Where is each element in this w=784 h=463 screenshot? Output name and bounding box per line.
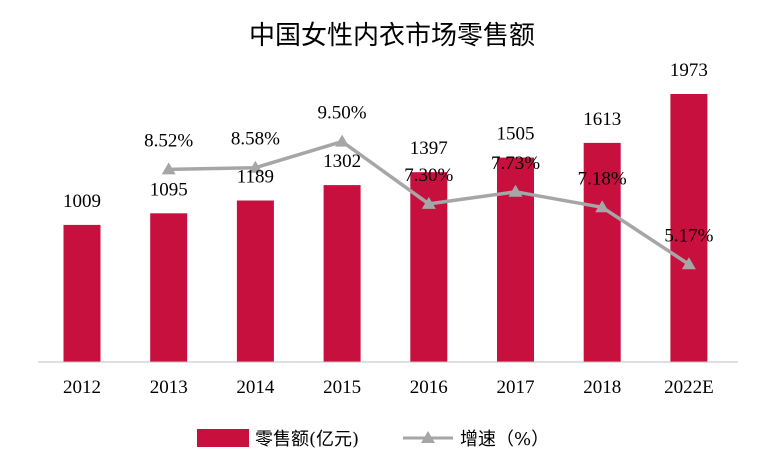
legend-swatch-bar bbox=[197, 429, 249, 447]
legend-label-bar: 零售额(亿元) bbox=[255, 429, 359, 450]
line-value-label: 7.18% bbox=[578, 168, 627, 189]
bar-data-labels: 1009 1095 1189 1302 1397 1505 1613 1973 bbox=[63, 60, 708, 212]
legend-label-line: 增速（%） bbox=[460, 429, 549, 450]
line-series bbox=[161, 134, 696, 270]
x-tick-label: 2022E bbox=[664, 377, 714, 398]
x-tick-label: 2017 bbox=[497, 377, 535, 398]
line-data-labels: 8.52% 8.58% 9.50% 7.30% 7.73% 7.18% 5.17% bbox=[144, 103, 713, 247]
x-tick-label: 2016 bbox=[410, 377, 448, 398]
bar-value-label: 1397 bbox=[410, 138, 448, 159]
line-point-marker bbox=[681, 257, 696, 270]
line-point-marker bbox=[508, 184, 523, 197]
line-value-label: 7.30% bbox=[404, 165, 453, 186]
line-point-marker bbox=[421, 196, 436, 209]
x-tick-label: 2014 bbox=[236, 377, 275, 398]
line-point-marker bbox=[335, 134, 350, 147]
bar-value-label: 1009 bbox=[63, 191, 101, 212]
line-value-label: 8.52% bbox=[144, 130, 193, 151]
bar bbox=[150, 213, 188, 362]
x-tick-labels: 2012 2013 2014 2015 2016 2017 2018 2022E bbox=[63, 377, 714, 398]
legend-marker-triangle bbox=[421, 431, 435, 443]
line-value-label: 5.17% bbox=[664, 225, 713, 246]
bar bbox=[323, 185, 361, 362]
bar bbox=[236, 200, 274, 362]
x-tick-label: 2013 bbox=[150, 377, 188, 398]
chart-title: 中国女性内衣市场零售额 bbox=[249, 21, 535, 51]
bar-series bbox=[63, 94, 708, 362]
line-point-marker bbox=[595, 200, 610, 213]
line-value-label: 8.58% bbox=[231, 129, 280, 150]
bar-value-label: 1302 bbox=[323, 151, 361, 172]
line-value-label: 7.73% bbox=[491, 153, 540, 174]
bar-value-label: 1189 bbox=[237, 167, 274, 188]
bar-value-label: 1505 bbox=[497, 124, 535, 145]
legend: 零售额(亿元) 增速（%） bbox=[197, 429, 549, 450]
line-point-marker bbox=[248, 160, 263, 173]
bar bbox=[63, 224, 101, 362]
line-point-marker bbox=[161, 162, 176, 175]
x-tick-label: 2018 bbox=[583, 377, 621, 398]
x-tick-label: 2015 bbox=[323, 377, 361, 398]
bar bbox=[583, 142, 621, 362]
x-tick-label: 2012 bbox=[63, 377, 101, 398]
line-value-label: 9.50% bbox=[318, 103, 367, 124]
bar-value-label: 1973 bbox=[670, 60, 708, 81]
bar-value-label: 1613 bbox=[583, 109, 621, 130]
bar bbox=[670, 94, 708, 362]
bar-value-label: 1095 bbox=[150, 179, 188, 200]
